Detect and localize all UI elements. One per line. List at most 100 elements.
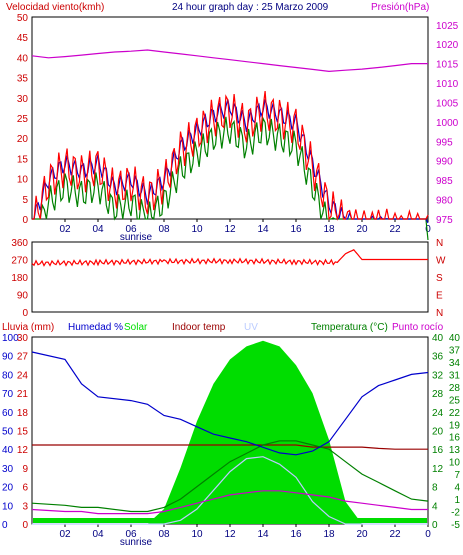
humidity-y-tick: 50 <box>2 427 14 438</box>
x-tick-label: 14 <box>257 529 269 540</box>
x-tick-label: 22 <box>389 529 401 540</box>
rain-y-tick: 0 <box>22 520 28 531</box>
temperature-y-tick: 8 <box>432 483 438 494</box>
solar-y-tick: 7 <box>454 470 460 481</box>
pressure-y-tick: 1010 <box>436 79 459 90</box>
humidity-y-tick: 20 <box>2 483 14 494</box>
solar-y-tick: 22 <box>449 408 461 419</box>
humidity-y-tick: 0 <box>2 520 8 531</box>
direction-y-tick: 270 <box>11 256 28 267</box>
pressure-y-tick: 1020 <box>436 40 459 51</box>
humidity-y-tick: 90 <box>2 352 14 363</box>
rain-y-tick: 24 <box>17 370 29 381</box>
wind-pressure-frame <box>31 16 429 220</box>
x-tick-label: 0 <box>425 224 431 235</box>
pressure-y-tick: 1005 <box>436 98 459 109</box>
x-tick-label: 20 <box>356 224 368 235</box>
bottom-header: Lluvia (mm) Humedad % Solar Indoor temp … <box>2 322 444 333</box>
dewpoint-line <box>31 490 428 515</box>
solar-y-tick: 16 <box>449 433 461 444</box>
x-tick-label: 04 <box>92 224 104 235</box>
humidity-y-tick: 70 <box>2 389 14 400</box>
temperature-y-tick: 0 <box>432 520 438 531</box>
pressure-y-tick: 985 <box>436 176 453 187</box>
humidity-y-tick: 100 <box>2 333 19 344</box>
indoor-title: Indoor temp <box>172 322 226 333</box>
temperature-y-tick: 20 <box>432 427 444 438</box>
wind-y-tick: 25 <box>17 114 29 125</box>
pressure-y-tick: 1025 <box>436 21 459 32</box>
pressure-y-tick: 995 <box>436 137 453 148</box>
direction-compass-label: W <box>436 256 446 267</box>
rain-y-tick: 12 <box>17 445 29 456</box>
wind-direction-line <box>31 249 428 267</box>
pressure-line <box>31 49 428 73</box>
wind-speed-line <box>32 91 429 221</box>
x-tick-label: 12 <box>224 224 236 235</box>
humidity-y-tick: 40 <box>2 445 14 456</box>
solar-y-tick: 37 <box>449 345 461 356</box>
temperature-y-tick: 36 <box>432 352 444 363</box>
humidity-line <box>31 351 429 456</box>
temperature-y-tick: 4 <box>432 501 438 512</box>
x-tick-label: 18 <box>323 529 335 540</box>
x-tick-label: 16 <box>290 224 302 235</box>
direction-y-tick: 360 <box>11 238 28 249</box>
wind-y-tick: 5 <box>22 195 28 206</box>
solar-title: Solar <box>124 322 148 333</box>
sunrise-label: sunrise <box>120 232 153 243</box>
temperature-line <box>31 440 429 513</box>
wind-y-tick: 45 <box>17 33 29 44</box>
pressure-y-tick: 980 <box>436 196 453 207</box>
direction-y-tick: 0 <box>22 308 28 319</box>
wind-y-tick: 50 <box>17 13 29 24</box>
wind-pressure-panel <box>31 16 429 220</box>
pressure-y-tick: 1000 <box>436 118 459 129</box>
wind-direction-panel <box>31 241 429 313</box>
solar-y-tick: -2 <box>451 508 460 519</box>
x-tick-label: 18 <box>323 224 335 235</box>
temperature-y-tick: 24 <box>432 408 444 419</box>
chart-date-title: 24 hour graph day : 25 Marzo 2009 <box>172 2 329 13</box>
direction-compass-label: E <box>436 291 443 302</box>
rain-title: Lluvia (mm) <box>2 322 54 333</box>
rain-y-tick: 3 <box>22 501 28 512</box>
solar-y-tick: 40 <box>449 333 461 344</box>
solar-y-tick: 4 <box>454 483 460 494</box>
temperature-y-tick: 32 <box>432 370 444 381</box>
solar-y-tick: 28 <box>449 383 461 394</box>
solar-y-tick: 25 <box>449 395 461 406</box>
rain-y-tick: 30 <box>17 333 29 344</box>
sunrise-label: sunrise <box>120 537 153 548</box>
wind-title: Velocidad viento(kmh) <box>6 2 104 13</box>
x-tick-label: 0 <box>425 529 431 540</box>
solar-area <box>32 340 428 524</box>
x-tick-label: 02 <box>59 224 71 235</box>
dewpoint-title: Punto rocío <box>392 322 444 333</box>
wind-y-tick: 10 <box>17 175 29 186</box>
x-tick-label: 12 <box>224 529 236 540</box>
direction-compass-label: S <box>436 273 443 284</box>
direction-y-tick: 180 <box>11 273 28 284</box>
solar-y-tick: 13 <box>449 445 461 456</box>
x-tick-label: 02 <box>59 529 71 540</box>
rain-y-tick: 18 <box>17 408 29 419</box>
humidity-y-tick: 80 <box>2 370 14 381</box>
x-tick-label: 20 <box>356 529 368 540</box>
pressure-title: Presión(hPa) <box>371 2 429 13</box>
uv-title: UV <box>244 322 258 333</box>
humidity-title: Humedad % <box>68 322 123 333</box>
x-tick-label: 06 <box>125 529 137 540</box>
pressure-y-tick: 975 <box>436 215 453 226</box>
indoor-temp-line <box>32 444 428 450</box>
solar-y-tick: -5 <box>451 520 460 531</box>
humidity-y-tick: 10 <box>2 501 14 512</box>
temperature-y-tick: 12 <box>432 464 444 475</box>
humidity-y-tick: 60 <box>2 408 14 419</box>
uv-line <box>32 456 428 525</box>
x-tick-label: 08 <box>158 529 170 540</box>
rain-y-tick: 15 <box>17 427 29 438</box>
solar-y-tick: 1 <box>454 495 460 506</box>
solar-y-tick: 31 <box>449 370 461 381</box>
